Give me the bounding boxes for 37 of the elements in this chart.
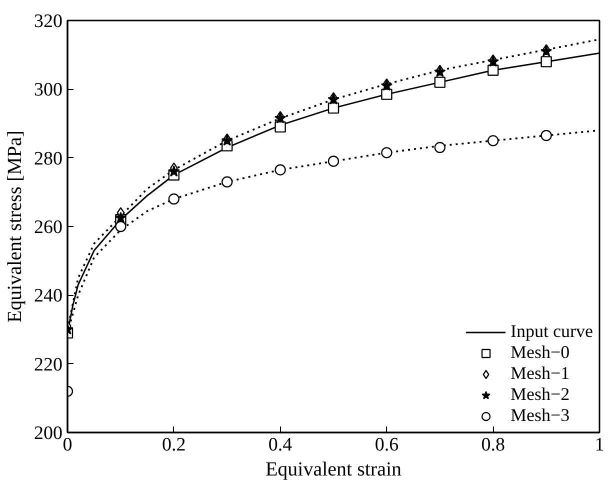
point (222, 176, 233, 188)
legend-label: Mesh−0 (510, 342, 570, 363)
y-tick-label: 320 (34, 11, 62, 32)
y-tick-label: 240 (34, 286, 62, 307)
y-tick-label: 220 (34, 354, 62, 376)
x-tick-label: 0.2 (162, 434, 186, 456)
point (434, 76, 446, 88)
y-tick-label: 280 (34, 148, 62, 170)
point (328, 156, 340, 167)
y-tick-label: 260 (34, 217, 62, 238)
x-tick-label: 0.6 (374, 434, 399, 456)
x-tick-label: 0.8 (481, 434, 505, 456)
y-tick-label: 200 (34, 423, 62, 444)
point (488, 64, 499, 76)
point (381, 147, 392, 158)
point (540, 56, 552, 68)
y-tick-label: 300 (34, 80, 62, 101)
legend-label: Mesh−1 (510, 363, 570, 384)
x-axis-title: Equivalent strain (265, 458, 402, 480)
x-tick-label: 0 (62, 434, 72, 456)
point (328, 102, 340, 114)
point (274, 121, 286, 133)
point (274, 164, 286, 176)
point (434, 142, 446, 154)
y-axis-title: Equivalent stress [MPa] (4, 130, 26, 323)
point (488, 135, 499, 146)
legend-label: Mesh−2 (510, 384, 570, 405)
point (540, 130, 552, 142)
point (381, 88, 392, 100)
x-tick-label: 0.4 (268, 434, 293, 456)
point (115, 220, 126, 232)
point (168, 193, 180, 205)
legend-label: Input curve (510, 321, 593, 342)
legend-label: Mesh−3 (510, 405, 570, 426)
x-tick-label: 1 (594, 434, 604, 456)
point (114, 212, 127, 223)
point (168, 165, 180, 177)
